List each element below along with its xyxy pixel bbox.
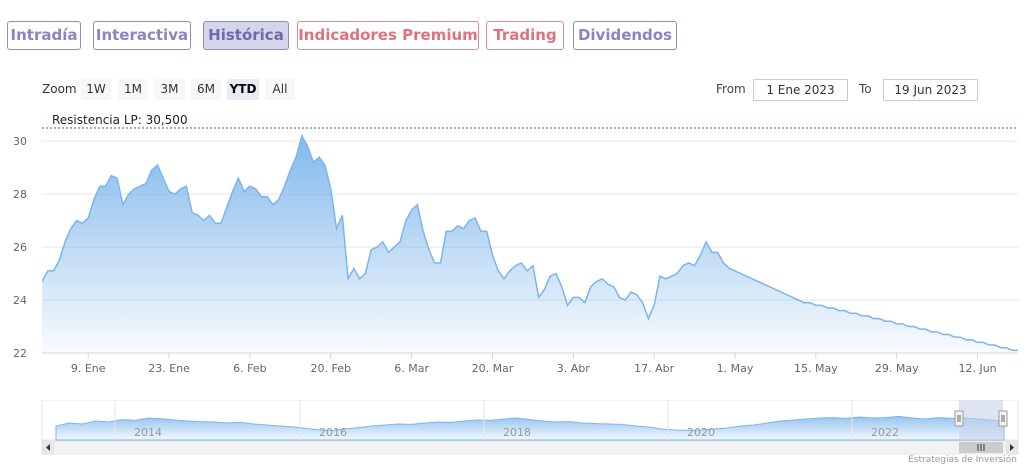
tab-indicadores-premium[interactable]: Indicadores Premium: [297, 21, 479, 50]
zoom-1w-button[interactable]: 1W: [81, 79, 111, 100]
zoom-1m-button[interactable]: 1M: [118, 79, 148, 100]
tab-interactiva[interactable]: Interactiva: [93, 21, 191, 50]
tab-intrad-a[interactable]: Intradía: [7, 21, 81, 50]
x-tick-label: 9. Ene: [71, 362, 106, 375]
x-tick-label: 20. Mar: [472, 362, 514, 375]
y-axis: 22 24 26 28 30: [13, 135, 27, 360]
zoom-label: Zoom: [42, 82, 77, 96]
x-tick-label: 3. Abr: [557, 362, 590, 375]
navigator-selected-range[interactable]: [959, 400, 1003, 440]
x-tick-label: 6. Feb: [233, 362, 266, 375]
series-area-fill: [42, 135, 1018, 353]
x-tick-label: 15. May: [794, 362, 838, 375]
series-line: [42, 133, 1018, 352]
y-tick-label: 28: [13, 188, 27, 201]
chart-credit: Estrategias de Inversión: [908, 455, 1017, 465]
x-tick-label: 6. Mar: [394, 362, 429, 375]
x-tick-label: 1. May: [717, 362, 754, 375]
y-tick-label: 26: [13, 241, 27, 254]
tab-dividendos[interactable]: Dividendos: [573, 21, 677, 50]
y-tick-label: 30: [13, 135, 27, 148]
zoom-ytd-button[interactable]: YTD: [227, 79, 259, 100]
arrow-right-icon: [1010, 444, 1014, 451]
to-label: To: [859, 82, 872, 96]
to-date-input[interactable]: 19 Jun 2023: [883, 79, 978, 101]
zoom-6m-button[interactable]: 6M: [191, 79, 221, 100]
resistance-label: Resistencia LP: 30,500: [52, 113, 188, 127]
from-label: From: [716, 82, 746, 96]
navigator-year-label: 2020: [687, 426, 715, 439]
navigator-series: [55, 415, 1005, 441]
tab-trading[interactable]: Trading: [486, 21, 564, 50]
navigator-year-label: 2014: [134, 426, 162, 439]
x-tick-label: 12. Jun: [958, 362, 996, 375]
navigator-handle-left[interactable]: [954, 410, 964, 427]
x-tick-label: 20. Feb: [311, 362, 351, 375]
price-chart: Resistencia LP: 30,500 22 24 26 28 30 9. Ene…: [13, 113, 1018, 375]
series-area: [42, 133, 1018, 353]
x-tick-label: 23. Ene: [148, 362, 190, 375]
navigator-year-label: 2016: [319, 426, 347, 439]
navigator-handle-right[interactable]: [998, 410, 1008, 427]
range-navigator[interactable]: 2014 2016 2018 2020 2022: [0, 400, 1034, 475]
navigator-year-label: 2018: [503, 426, 531, 439]
y-tick-label: 22: [13, 347, 27, 360]
zoom-3m-button[interactable]: 3M: [154, 79, 185, 100]
x-tick-label: 29. May: [875, 362, 919, 375]
x-tick-label: 17. Abr: [634, 362, 674, 375]
zoom-all-button[interactable]: All: [265, 79, 295, 100]
x-axis: 9. Ene 23. Ene 6. Feb 20. Feb 6. Mar 20. Mar 3…: [42, 352, 1018, 375]
y-tick-label: 24: [13, 294, 27, 307]
tab-hist-rica[interactable]: Histórica: [203, 21, 289, 50]
resistance-line: Resistencia LP: 30,500: [42, 113, 1018, 129]
arrow-left-icon: [46, 444, 50, 451]
from-date-input[interactable]: 1 Ene 2023: [753, 79, 848, 101]
navigator-year-label: 2022: [871, 426, 899, 439]
navigator-scrollbar[interactable]: [41, 440, 1019, 455]
